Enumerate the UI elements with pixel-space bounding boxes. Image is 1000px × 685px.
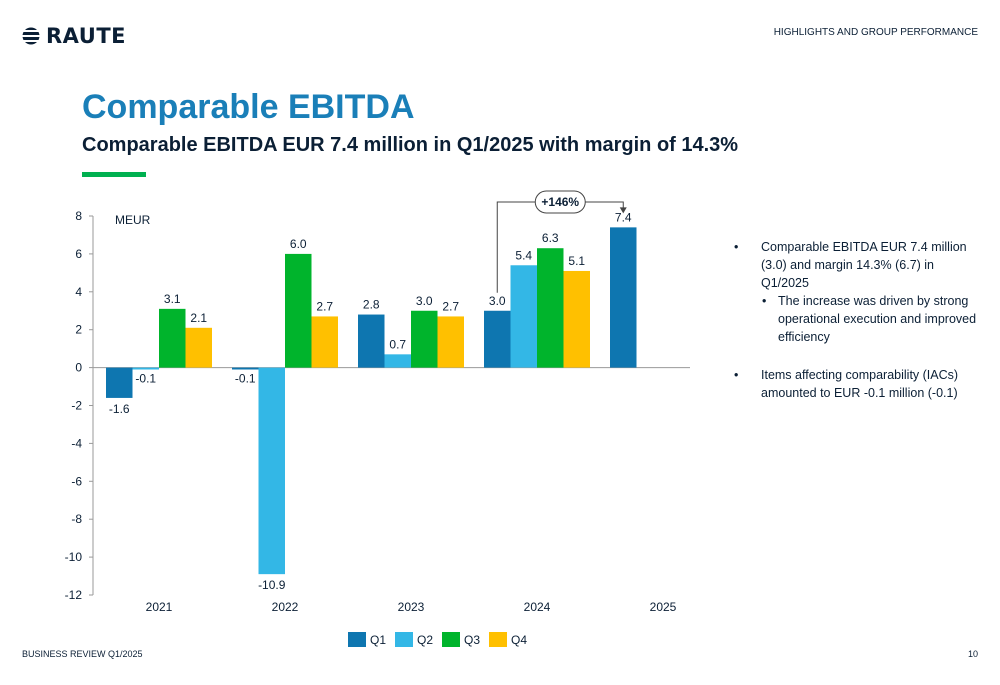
bar-q2 [132, 367, 159, 370]
y-tick-label: 4 [75, 285, 82, 299]
page-number: 10 [967, 649, 978, 659]
y-tick-label: 0 [75, 361, 82, 375]
y-tick-label: -8 [71, 512, 82, 526]
legend-swatch-q2 [395, 632, 414, 647]
bar-q1 [484, 310, 511, 368]
page-subtitle: Comparable EBITDA EUR 7.4 million in Q1/… [82, 134, 739, 156]
data-label: 6.0 [290, 237, 307, 251]
data-label: 2.8 [363, 298, 380, 312]
data-label: 5.4 [515, 248, 532, 262]
footer-label: BUSINESS REVIEW Q1/2025 [22, 649, 143, 659]
x-category-label: 2025 [650, 600, 677, 614]
data-label: 5.1 [568, 254, 585, 268]
chart-legend: Q1 Q2 Q3 Q4 [348, 632, 527, 647]
bar-q1 [358, 314, 385, 368]
data-label: -10.9 [258, 578, 286, 592]
bar-q3 [285, 253, 312, 368]
annotation-label: +146% [541, 195, 579, 209]
raute-logo-icon [22, 27, 40, 45]
y-axis-unit-label: MEUR [115, 213, 151, 227]
x-category-label: 2023 [398, 600, 425, 614]
page-title: Comparable EBITDA [82, 88, 415, 126]
legend-swatch-q1 [348, 632, 366, 647]
x-category-label: 2021 [146, 600, 173, 614]
sub-bullet-list: • The increase was driven by strong oper… [761, 292, 978, 346]
bar-q4 [311, 316, 338, 368]
data-label: 3.0 [489, 294, 506, 308]
y-tick-label: 8 [75, 209, 82, 223]
data-label: 2.1 [190, 311, 207, 325]
legend-item-q2: Q2 [395, 632, 433, 647]
data-label: 3.1 [164, 292, 181, 306]
x-category-label: 2022 [272, 600, 299, 614]
bullet-dot: • [734, 240, 739, 254]
bullet-dot: • [734, 368, 739, 382]
legend-label-q4: Q4 [511, 632, 528, 647]
data-label: -0.1 [135, 372, 156, 386]
data-label: 0.7 [389, 337, 406, 351]
y-tick-label: -4 [71, 436, 82, 450]
data-label: 2.7 [442, 299, 459, 313]
ebitda-bar-chart: 8 6 4 2 0 -2 -4 -6 -8 -10 -12 MEUR 2021 2022 2023 2024 2… [65, 190, 690, 614]
annotation-arrowhead [619, 207, 627, 214]
bar-q1 [610, 227, 637, 368]
data-label: 2.7 [316, 299, 333, 313]
sub-bullet-text: The increase was driven by strong operat… [778, 294, 977, 344]
logo-text: RAUTE [46, 24, 126, 48]
bullet-item: • Items affecting comparability (IACs) a… [733, 366, 978, 402]
x-category-label: 2024 [524, 600, 551, 614]
legend-item-q1: Q1 [348, 632, 386, 647]
bar-q4 [563, 270, 590, 368]
bullet-dot: • [762, 294, 767, 308]
bar-q1 [232, 367, 259, 370]
legend-label-q1: Q1 [370, 632, 387, 647]
raute-logo: RAUTE [22, 24, 126, 48]
legend-label-q2: Q2 [417, 632, 434, 647]
title-accent-bar [82, 172, 146, 177]
y-tick-label: -2 [71, 399, 82, 413]
y-tick-label: -6 [71, 474, 82, 488]
bar-q4 [437, 316, 464, 368]
bar-q2 [510, 265, 537, 368]
bar-q2 [384, 354, 411, 368]
sub-bullet-item: • The increase was driven by strong oper… [761, 292, 978, 346]
legend-swatch-q4 [489, 632, 508, 647]
data-label: 3.0 [416, 294, 433, 308]
data-label: 6.3 [542, 231, 559, 245]
legend-item-q3: Q3 [442, 632, 480, 647]
y-tick-label: -12 [65, 588, 83, 602]
annotation-badge [534, 190, 586, 214]
data-label: 7.4 [615, 210, 632, 224]
bullet-text: Items affecting comparability (IACs) amo… [761, 368, 959, 400]
legend-label-q3: Q3 [464, 632, 481, 647]
section-label: HIGHLIGHTS AND GROUP PERFORMANCE [773, 27, 978, 38]
y-tick-label: 6 [75, 247, 82, 261]
bar-q4 [185, 327, 212, 368]
legend-item-q4: Q4 [489, 632, 527, 647]
bar-q3 [159, 308, 186, 368]
bullet-item: • Comparable EBITDA EUR 7.4 million (3.0… [733, 238, 978, 346]
bar-q1 [106, 367, 133, 398]
bullet-list: • Comparable EBITDA EUR 7.4 million (3.0… [733, 238, 978, 402]
data-label: -0.1 [235, 372, 256, 386]
data-label: -1.6 [109, 402, 130, 416]
bullet-text: Comparable EBITDA EUR 7.4 million (3.0) … [761, 240, 967, 290]
bar-q3 [537, 248, 564, 368]
y-tick-label: 2 [75, 323, 82, 337]
y-tick-label: -10 [65, 550, 83, 564]
bar-q3 [411, 310, 438, 368]
bar-q2 [258, 367, 285, 575]
legend-swatch-q3 [442, 632, 461, 647]
